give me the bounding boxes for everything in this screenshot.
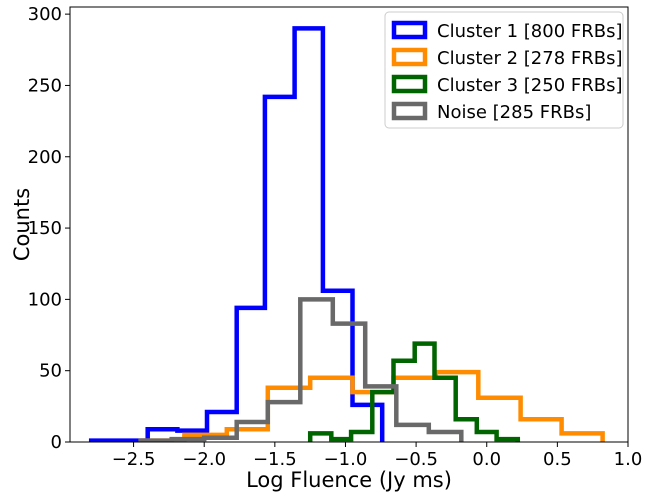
x-tick-label: −1.0 bbox=[324, 449, 368, 470]
x-tick-label: 0.5 bbox=[543, 449, 572, 470]
histogram-series-3 bbox=[307, 341, 521, 442]
y-tick-label: 50 bbox=[39, 361, 62, 382]
x-tick-label: 1.0 bbox=[614, 449, 643, 470]
y-tick-label: 200 bbox=[28, 147, 62, 168]
legend-swatch bbox=[391, 47, 428, 67]
y-tick-label: 250 bbox=[28, 75, 62, 96]
y-tick-label: 0 bbox=[51, 432, 62, 453]
y-tick-label: 100 bbox=[28, 289, 62, 310]
legend-swatch bbox=[391, 74, 428, 94]
histogram-series-4 bbox=[138, 297, 464, 442]
legend-swatch bbox=[391, 101, 428, 121]
x-tick-label: −1.5 bbox=[253, 449, 297, 470]
axes-frame bbox=[69, 6, 629, 443]
legend-label: Cluster 1 [800 FRBs] bbox=[437, 21, 623, 42]
y-axis-ticks: 0 50 100 150 200 250 300 bbox=[28, 4, 70, 453]
x-axis-label: Log Fluence (Jy ms) bbox=[246, 468, 452, 492]
x-axis-ticks: −2.5 −2.0 −1.5 −1.0 −0.5 0.0 0.5 1.0 bbox=[112, 442, 643, 470]
legend-swatch bbox=[391, 20, 428, 40]
y-tick-label: 150 bbox=[28, 218, 62, 239]
x-tick-label: 0.0 bbox=[472, 449, 501, 470]
legend-label: Cluster 3 [250 FRBs] bbox=[437, 75, 623, 96]
legend-box bbox=[384, 11, 624, 129]
legend: Cluster 1 [800 FRBs] Cluster 2 [278 FRBs]… bbox=[384, 11, 624, 129]
x-tick-label: −2.0 bbox=[182, 449, 226, 470]
y-axis-label: Counts bbox=[10, 188, 34, 261]
legend-label: Noise [285 FRBs] bbox=[437, 102, 591, 123]
histogram-series-1 bbox=[88, 26, 385, 442]
x-tick-label: −2.5 bbox=[112, 449, 156, 470]
y-tick-label: 300 bbox=[28, 4, 62, 25]
x-tick-label: −0.5 bbox=[394, 449, 438, 470]
legend-label: Cluster 2 [278 FRBs] bbox=[437, 48, 623, 69]
histogram-series-layer bbox=[88, 26, 605, 442]
